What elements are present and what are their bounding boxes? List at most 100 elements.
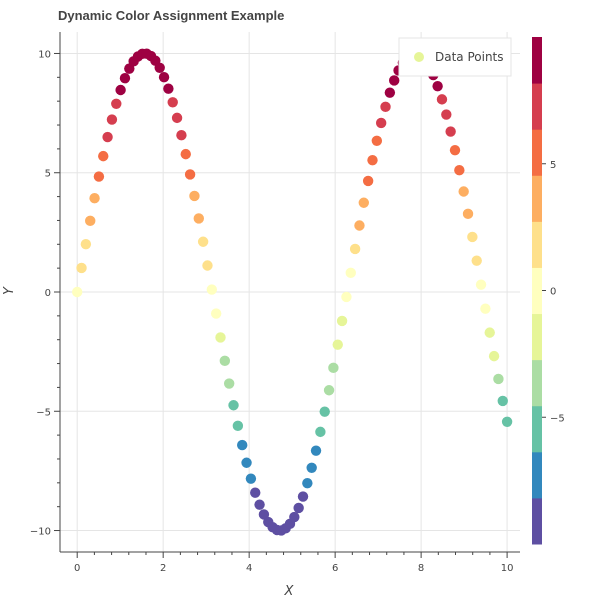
data-point: [354, 220, 365, 231]
colorbar-segment: [532, 83, 542, 130]
data-point: [384, 87, 396, 98]
x-axis-label: X: [284, 584, 295, 599]
data-point: [258, 509, 270, 520]
data-point: [501, 416, 513, 427]
data-point: [362, 175, 374, 187]
data-point: [367, 154, 378, 166]
data-point: [475, 279, 487, 290]
data-point: [471, 255, 482, 266]
data-point: [375, 117, 387, 129]
data-point: [223, 378, 235, 389]
data-point: [349, 243, 361, 255]
data-point: [302, 477, 313, 489]
data-point: [454, 165, 465, 176]
data-point: [80, 238, 92, 250]
data-point: [436, 94, 448, 105]
data-point: [336, 315, 348, 327]
data-point: [445, 126, 456, 137]
data-point: [441, 109, 452, 120]
data-point: [167, 97, 178, 108]
data-point: [493, 373, 504, 385]
x-tick-label: 2: [160, 563, 166, 574]
data-point: [154, 62, 165, 73]
data-point: [488, 350, 500, 362]
data-point: [215, 332, 226, 343]
data-point: [115, 84, 126, 96]
legend: Data Points: [398, 37, 512, 77]
colorbar-segment: [532, 359, 542, 407]
data-point: [467, 231, 478, 243]
data-point: [245, 473, 257, 484]
data-point: [332, 339, 343, 350]
grid: [60, 32, 520, 552]
axes: 0 2 4 6 8 10 −10 −5 0 5 10: [30, 32, 520, 574]
data-point: [219, 355, 231, 367]
y-tick-label: 5: [45, 169, 51, 180]
colorbar-segment: [532, 497, 542, 545]
data-point: [85, 215, 96, 227]
data-point: [341, 291, 352, 303]
data-point: [202, 260, 213, 271]
data-point: [197, 236, 209, 247]
data-point: [119, 73, 131, 84]
data-point: [380, 101, 391, 113]
data-point: [345, 267, 356, 279]
y-axis-label: Y: [2, 286, 17, 295]
x-tick-label: 8: [418, 563, 424, 574]
data-point: [358, 197, 369, 208]
x-tick-label: 10: [501, 563, 514, 574]
data-point: [184, 169, 196, 180]
x-tick-label: 4: [246, 563, 252, 574]
data-point: [232, 420, 244, 432]
data-point: [193, 213, 204, 224]
data-point: [371, 135, 383, 147]
data-point: [306, 462, 317, 473]
data-point: [480, 303, 491, 314]
data-point: [111, 98, 122, 110]
data-point: [449, 144, 461, 156]
colorbar-segment: [532, 451, 542, 499]
data-point: [106, 114, 118, 125]
chart-title: Dynamic Color Assignment Example: [58, 8, 284, 23]
colorbar-segment: [532, 267, 542, 315]
data-point: [389, 75, 400, 86]
data-point: [158, 71, 170, 83]
data-point: [163, 83, 174, 94]
y-tick-label: −5: [36, 407, 51, 418]
data-point: [176, 129, 187, 141]
y-tick-label: −10: [30, 527, 51, 538]
data-point: [180, 148, 191, 160]
colorbar-segment: [532, 37, 542, 84]
data-point: [98, 150, 109, 162]
data-point: [293, 502, 304, 514]
data-point: [237, 439, 248, 451]
data-point: [297, 491, 309, 502]
data-point: [319, 406, 330, 417]
colorbar: −5 0 5: [532, 37, 565, 545]
data-point: [76, 262, 87, 274]
data-point: [458, 186, 469, 197]
data-point: [289, 511, 300, 523]
data-point: [228, 400, 239, 411]
colorbar-segment: [532, 175, 542, 222]
data-point: [210, 308, 222, 319]
data-point: [484, 327, 495, 338]
data-point: [328, 362, 339, 374]
data-point: [89, 193, 100, 204]
data-point: [206, 284, 218, 295]
data-point: [102, 131, 113, 143]
y-tick-label: 10: [38, 49, 51, 60]
colorbar-tick-label: −5: [550, 413, 565, 424]
data-point: [315, 426, 326, 438]
colorbar-segment: [532, 313, 542, 361]
data-point: [462, 208, 474, 220]
colorbar-tick-label: 5: [550, 160, 556, 171]
y-tick-label: 0: [45, 288, 51, 299]
colorbar-segment: [532, 129, 542, 176]
data-point: [72, 286, 83, 298]
legend-marker: [414, 52, 424, 62]
colorbar-segment: [532, 221, 542, 268]
data-point: [497, 395, 508, 407]
data-point: [250, 487, 261, 498]
